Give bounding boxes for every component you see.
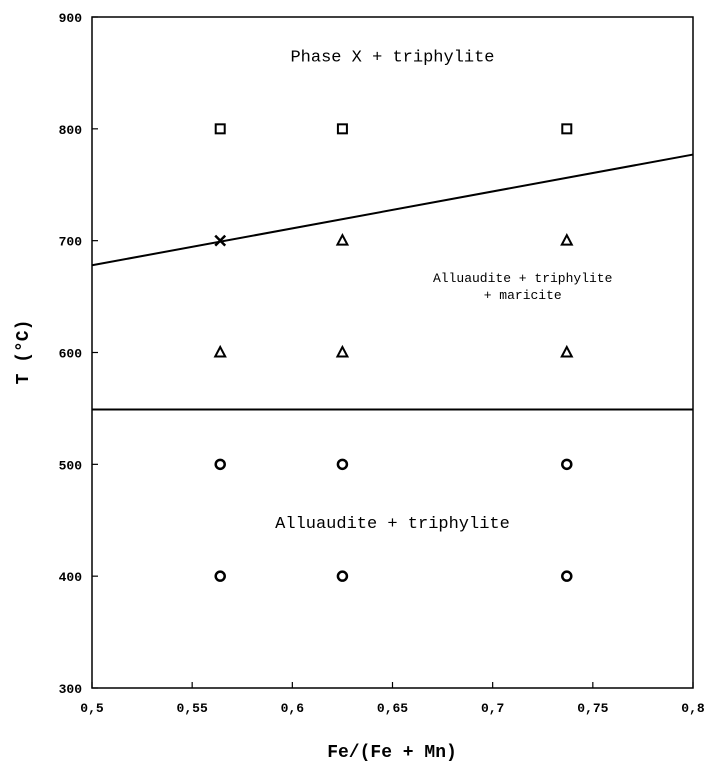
x-tick-label: 0,7	[481, 701, 504, 716]
circle-marker	[214, 570, 226, 582]
x-tick-label: 0,6	[281, 701, 305, 716]
region-label: Phase X + triphylite	[290, 49, 494, 68]
circle-marker	[214, 458, 226, 471]
y-tick-label: 900	[59, 11, 83, 26]
triangle-marker	[213, 344, 227, 358]
region-label: Alluaudite + triphylite	[275, 515, 510, 534]
square-marker	[336, 123, 348, 135]
y-axis-title: T (°C)	[14, 320, 34, 385]
x-tick-label: 0,65	[377, 701, 408, 716]
y-tick-label: 600	[59, 347, 83, 362]
cross-marker	[214, 234, 227, 247]
circle-marker	[336, 570, 349, 582]
y-tick-label: 800	[59, 123, 83, 138]
circle-marker	[561, 458, 573, 471]
triangle-marker	[560, 344, 574, 358]
triangle-marker	[560, 233, 574, 246]
x-axis-title: Fe/(Fe + Mn)	[327, 743, 457, 763]
annotations: Phase X + triphylite Alluaudite + triphyl…	[275, 49, 612, 534]
x-tick-label: 0,8	[681, 701, 705, 716]
axis-ticks: 0,5 0,55 0,6 0,65 0,7 0,75 0,8 300 400 500 600 700 8…	[59, 11, 705, 716]
y-tick-label: 300	[59, 682, 83, 697]
square-marker	[214, 123, 226, 135]
y-tick-label: 700	[59, 235, 83, 250]
plot-area	[91, 16, 694, 689]
circle-marker	[561, 570, 573, 582]
x-tick-label: 0,75	[577, 701, 608, 716]
y-tick-label: 500	[59, 458, 83, 473]
circle-marker	[336, 458, 349, 471]
x-tick-label: 0,55	[177, 701, 208, 716]
x-tick-label: 0,5	[80, 701, 104, 716]
region-label: Alluaudite + triphylite	[433, 271, 612, 286]
triangle-marker	[335, 233, 350, 246]
y-tick-label: 400	[59, 570, 83, 585]
data-points	[213, 123, 574, 582]
square-marker	[561, 123, 573, 135]
triangle-marker	[335, 344, 350, 358]
boundary-line-1	[91, 153, 694, 267]
boundary-lines	[91, 153, 694, 411]
region-label: + maricite	[484, 288, 562, 303]
